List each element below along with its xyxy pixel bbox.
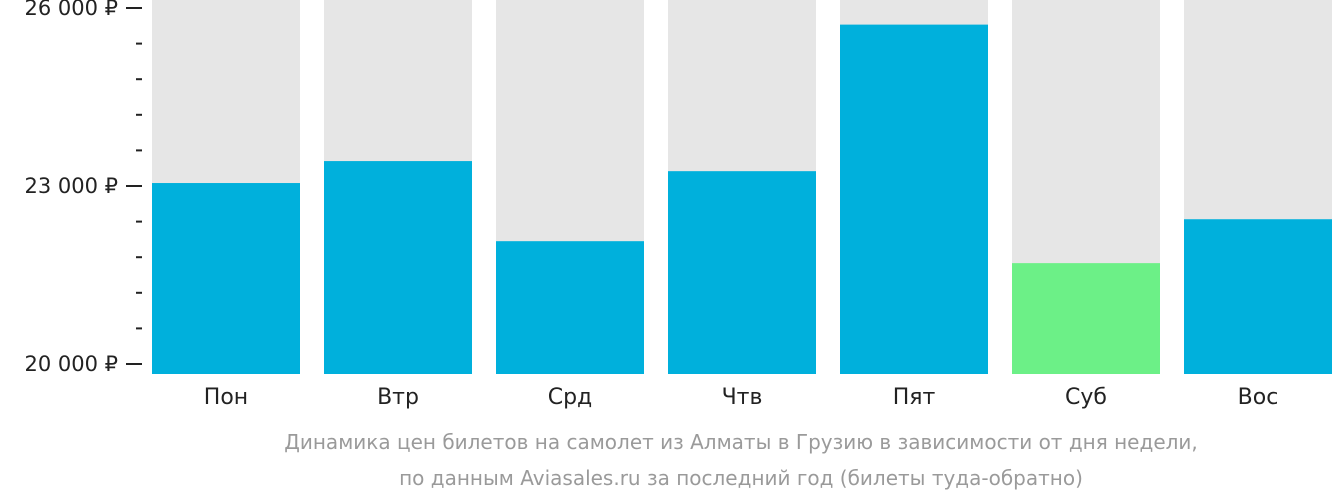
bar-1 <box>152 183 300 374</box>
x-axis: Пон Втр Срд Чтв Пят Суб Вос <box>204 385 1279 410</box>
x-tick-label-3: Срд <box>548 385 593 410</box>
y-tick-label-2: 23 000 ₽ <box>24 174 118 198</box>
x-tick-label-4: Чтв <box>722 385 763 410</box>
x-tick-label-2: Втр <box>377 385 419 410</box>
x-tick-label-1: Пон <box>204 385 248 410</box>
bar-2 <box>324 161 472 374</box>
y-axis: 20 000 ₽ 23 000 ₽ 26 000 ₽ <box>24 0 142 376</box>
bar-6 <box>1012 263 1160 374</box>
x-tick-label-6: Суб <box>1065 385 1107 410</box>
bar-5 <box>840 24 988 374</box>
value-bars <box>152 24 1332 374</box>
chart-caption-line-1: Динамика цен билетов на самолет из Алмат… <box>284 430 1198 454</box>
y-tick-label-1: 20 000 ₽ <box>24 352 118 376</box>
chart-caption-line-2: по данным Aviasales.ru за последний год … <box>399 466 1083 490</box>
x-tick-label-7: Вос <box>1238 385 1279 410</box>
bar-4 <box>668 171 816 374</box>
price-by-weekday-chart: 20 000 ₽ 23 000 ₽ 26 000 ₽ Пон Втр Срд Чтв Пят… <box>24 0 1332 410</box>
bar-3 <box>496 241 644 374</box>
x-tick-label-5: Пят <box>893 385 936 410</box>
y-tick-label-3: 26 000 ₽ <box>24 0 118 20</box>
bar-7 <box>1184 219 1332 374</box>
